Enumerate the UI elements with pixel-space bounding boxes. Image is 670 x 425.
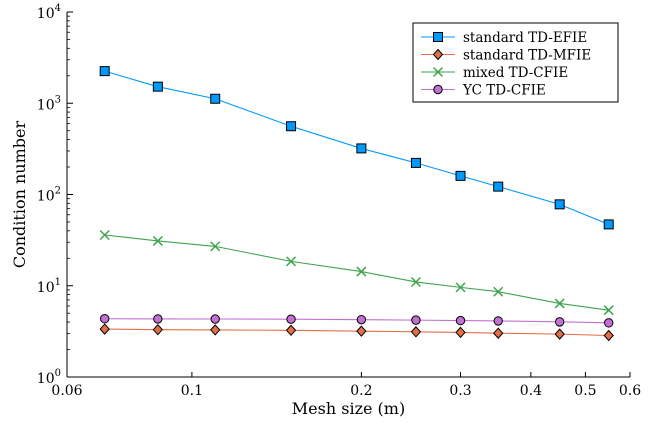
legend-item: mixed TD-CFIE: [421, 65, 568, 81]
legend-label: YC TD-CFIE: [462, 83, 546, 99]
series-layer: [99, 66, 614, 342]
x-tick-label: 0.3: [449, 383, 471, 399]
data-point: [493, 286, 504, 297]
data-point: [152, 323, 164, 336]
data-point: [152, 81, 163, 92]
data-point: [286, 256, 297, 267]
y-tick-label: 102: [37, 186, 61, 205]
series-0: [99, 66, 614, 230]
legend-marker: [432, 48, 444, 61]
legend-item: standard TD-EFIE: [421, 30, 587, 46]
data-point: [554, 298, 565, 309]
x-tick-label: 0.06: [51, 383, 82, 399]
legend-marker: [433, 84, 443, 95]
data-point: [603, 329, 614, 342]
series-2: [99, 229, 614, 316]
series-line: [104, 318, 609, 324]
data-point: [493, 181, 504, 192]
data-point: [356, 143, 367, 154]
series-3: [99, 314, 614, 328]
legend-item: YC TD-CFIE: [421, 83, 546, 99]
data-point: [455, 315, 466, 326]
data-point: [411, 315, 421, 325]
data-point: [210, 314, 220, 324]
y-axis-ticks: 100 101 102 103 104: [37, 3, 73, 387]
data-point: [554, 199, 565, 210]
data-point: [410, 157, 421, 168]
data-point: [603, 305, 614, 316]
x-tick-label: 0.1: [181, 383, 203, 399]
legend-marker: [432, 66, 444, 78]
data-point: [286, 314, 296, 324]
legend-marker: [433, 32, 443, 42]
x-axis-label: Mesh size (m): [292, 399, 405, 418]
data-point: [455, 326, 466, 339]
x-axis-ticks: 0.06 0.1 0.2 0.3 0.4 0.5 0.6: [51, 372, 641, 399]
legend-label: standard TD-MFIE: [463, 48, 591, 64]
data-point: [99, 314, 110, 324]
data-point: [210, 324, 221, 336]
y-tick-label: 103: [37, 94, 61, 113]
data-point: [99, 66, 110, 77]
data-point: [356, 314, 367, 325]
data-point: [99, 323, 110, 335]
x-tick-label: 0.2: [350, 383, 372, 399]
data-point: [604, 318, 614, 328]
data-point: [356, 266, 367, 277]
data-point: [455, 170, 466, 181]
data-point: [153, 314, 163, 324]
data-point: [285, 324, 297, 337]
legend-item: standard TD-MFIE: [421, 48, 591, 64]
y-axis-label: Condition number: [10, 121, 29, 269]
data-point: [554, 317, 565, 327]
y-tick-label: 104: [37, 3, 61, 22]
y-tick-label: 100: [37, 368, 61, 387]
x-tick-label: 0.5: [574, 383, 596, 399]
series-1: [99, 323, 614, 342]
data-point: [210, 241, 221, 252]
data-point: [99, 229, 110, 241]
data-point: [152, 235, 163, 246]
data-point: [210, 93, 221, 104]
data-point: [455, 282, 466, 293]
series-line: [104, 234, 609, 311]
data-point: [356, 325, 367, 337]
data-point: [410, 276, 421, 288]
series-line: [104, 328, 609, 337]
data-point: [493, 327, 504, 339]
legend-label: standard TD-EFIE: [463, 30, 587, 46]
data-point: [410, 326, 422, 338]
data-point: [286, 121, 297, 132]
data-point: [554, 328, 565, 340]
legend-box: [412, 22, 619, 103]
legend-label: mixed TD-CFIE: [463, 65, 568, 81]
data-point: [493, 316, 503, 326]
x-tick-label: 0.4: [520, 383, 542, 399]
y-tick-label: 101: [37, 277, 61, 296]
series-line: [104, 70, 609, 225]
x-tick-label: 0.6: [619, 383, 641, 399]
data-point: [603, 219, 614, 230]
